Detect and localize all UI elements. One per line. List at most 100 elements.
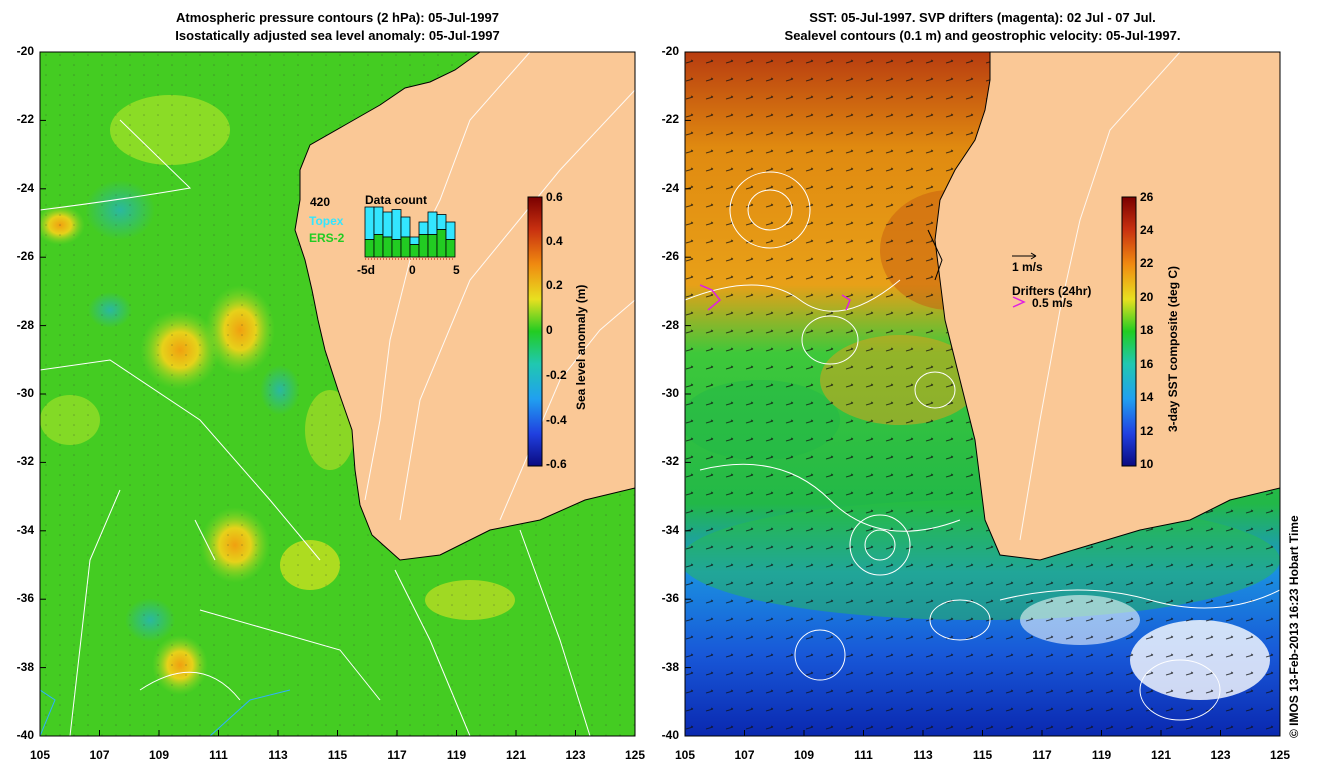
data-count-xtick-mid: 0 (409, 263, 416, 277)
lat-label: -32 (661, 454, 679, 469)
sst-tick: 22 (1140, 256, 1154, 270)
data-count-xtick-end: 5 (453, 263, 460, 277)
lon-label: 115 (327, 748, 348, 762)
lon-label: 111 (209, 748, 228, 762)
topex-count-bar (427, 211, 438, 235)
ers2-count-bar (418, 234, 429, 258)
topex-legend: Topex (309, 214, 344, 228)
lat-label: -24 (16, 180, 34, 195)
ers2-count-bar (364, 239, 375, 258)
sst-tick: 12 (1140, 424, 1154, 438)
ers2-count-bar (427, 234, 438, 258)
sea-level-colorbar (527, 196, 543, 467)
data-count-max-label: 420 (310, 195, 331, 209)
lon-label: 117 (387, 748, 407, 762)
right-map-title-line1: SST: 05-Jul-1997. SVP drifters (magenta)… (809, 10, 1156, 25)
lon-label: 105 (29, 748, 51, 762)
lat-label: -30 (661, 386, 679, 400)
lon-label: 113 (913, 748, 933, 762)
lon-label: 119 (446, 748, 467, 762)
sla-tick: 0.4 (546, 234, 563, 248)
lon-label: 115 (972, 748, 993, 762)
lat-label: -40 (16, 728, 34, 742)
topex-count-bar (400, 216, 411, 238)
drifter-scale-arrow-icon (1012, 296, 1026, 308)
lat-label: -28 (16, 317, 34, 332)
lon-label: 121 (1150, 748, 1172, 762)
sla-tick: 0.2 (546, 278, 563, 292)
lat-label: -20 (661, 44, 679, 58)
sst-tick: 10 (1140, 457, 1154, 471)
topex-count-bar (382, 211, 393, 238)
lon-label: 109 (148, 748, 170, 762)
ers2-count-bar (373, 234, 384, 258)
sst-tick: 26 (1140, 190, 1154, 204)
topex-count-bar (418, 221, 429, 235)
left-map-title-line2: Isostatically adjusted sea level anomaly… (175, 28, 500, 43)
sst-colorbar-label: 3-day SST composite (deg C) (1166, 265, 1180, 432)
ers2-count-bar (391, 239, 402, 258)
sla-tick: 0.6 (546, 190, 563, 204)
lon-label: 123 (1210, 748, 1231, 762)
ers2-count-bar (400, 236, 411, 258)
velocity-scale-label: 1 m/s (1012, 260, 1043, 274)
lon-label: 107 (89, 748, 110, 762)
lat-label: -40 (661, 728, 679, 742)
topex-count-bar (409, 236, 420, 245)
sla-tick: -0.4 (546, 413, 567, 427)
lon-label: 119 (1091, 748, 1112, 762)
data-count-xtick-start: -5d (357, 263, 375, 277)
lon-label: 109 (793, 748, 815, 762)
sst-tick: 16 (1140, 357, 1154, 371)
lon-label: 111 (854, 748, 873, 762)
topex-count-bar (364, 206, 375, 240)
lat-label: -32 (16, 454, 34, 469)
lat-label: -26 (16, 249, 34, 264)
lat-label: -34 (661, 522, 679, 537)
sst-colorbar (1121, 196, 1137, 467)
lat-label: -26 (661, 249, 679, 264)
left-map-title-line1: Atmospheric pressure contours (2 hPa): 0… (176, 10, 499, 25)
ers2-legend: ERS-2 (309, 231, 345, 245)
lon-label: 121 (505, 748, 527, 762)
data-count-inset (364, 206, 456, 260)
sea-level-anomaly-map (40, 52, 635, 736)
ers2-count-bar (445, 239, 456, 258)
lon-label: 105 (674, 748, 696, 762)
lon-label: 113 (268, 748, 288, 762)
topex-count-bar (436, 214, 447, 230)
sla-tick: 0 (546, 323, 553, 337)
sst-map (685, 52, 1280, 736)
lon-label: 125 (1269, 748, 1291, 762)
lat-label: -20 (16, 44, 34, 58)
topex-count-bar (445, 221, 456, 240)
lat-label: -30 (16, 386, 34, 400)
right-map-title-line2: Sealevel contours (0.1 m) and geostrophi… (784, 28, 1181, 43)
ers2-count-bar (409, 244, 420, 258)
ers2-count-bar (436, 229, 447, 258)
lat-label: -28 (661, 317, 679, 332)
sla-tick: -0.6 (546, 457, 567, 471)
topex-count-bar (373, 206, 384, 235)
lat-label: -24 (661, 180, 679, 195)
lat-label: -22 (16, 112, 34, 127)
lon-label: 123 (565, 748, 586, 762)
lon-label: 125 (624, 748, 646, 762)
topex-count-bar (391, 209, 402, 240)
sst-tick: 24 (1140, 223, 1154, 237)
lat-label: -36 (16, 591, 34, 606)
lat-label: -22 (661, 112, 679, 127)
drifter-scale-label: 0.5 m/s (1032, 296, 1073, 310)
axis-tick-marks (39, 51, 1281, 737)
lat-label: -36 (661, 591, 679, 606)
data-count-title: Data count (365, 193, 428, 207)
sst-tick: 18 (1140, 323, 1154, 337)
sst-tick: 20 (1140, 290, 1154, 304)
sla-tick: -0.2 (546, 368, 567, 382)
lat-label: -34 (16, 522, 34, 537)
footer-credit: © IMOS 13-Feb-2013 16:23 Hobart Time (1287, 515, 1301, 738)
land-western-australia (294, 52, 635, 561)
lon-label: 107 (734, 748, 755, 762)
lat-label: -38 (661, 659, 679, 674)
